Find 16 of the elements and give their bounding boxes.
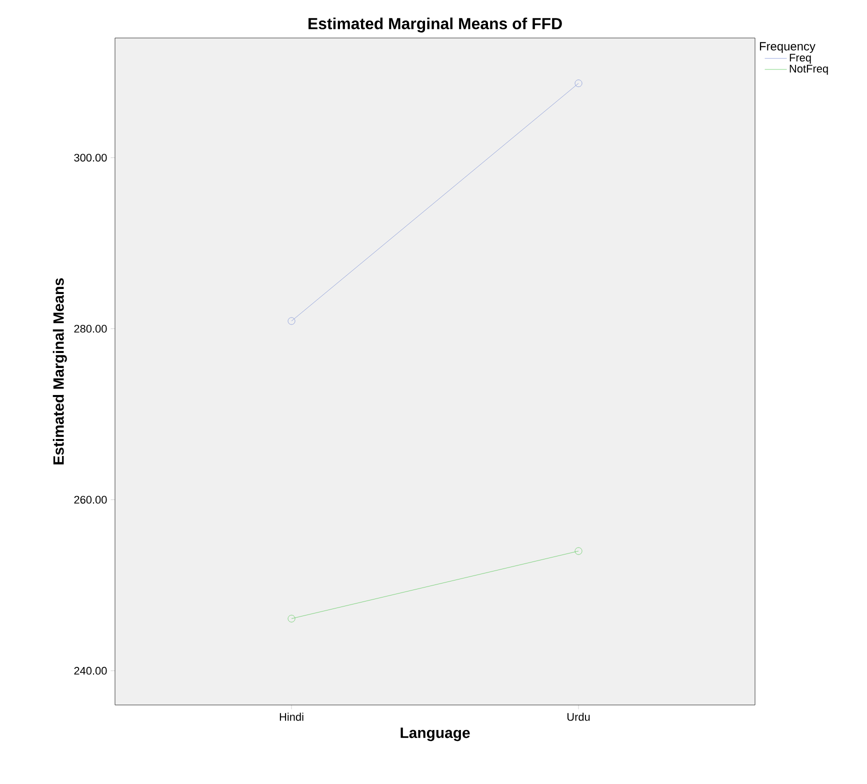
legend-label: NotFreq — [790, 64, 828, 75]
legend-title: Frequency — [760, 42, 816, 53]
x-tick-label: Hindi — [280, 712, 304, 721]
y-tick-label: 280.00 — [74, 324, 107, 333]
point — [574, 80, 582, 88]
y-tick-label: 260.00 — [74, 496, 107, 504]
x-axis-title: Language — [400, 728, 470, 742]
chart-title: Estimated Marginal Means of FFD — [308, 18, 562, 32]
y-tick-label: 300.00 — [74, 154, 107, 162]
y-tick-label: 240.00 — [74, 666, 107, 675]
point — [288, 614, 296, 622]
point — [574, 547, 582, 555]
x-tick-label: Urdu — [567, 712, 590, 721]
legend-label: Freq — [790, 54, 811, 64]
point — [288, 317, 296, 325]
y-axis-title: Estimated Marginal Means — [52, 278, 67, 464]
